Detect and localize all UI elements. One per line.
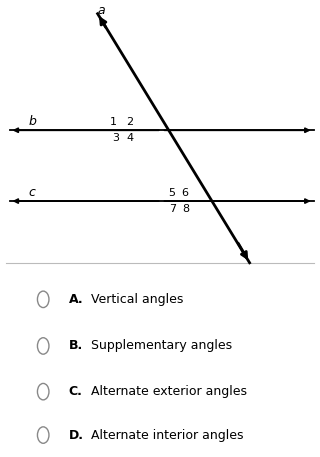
Text: 1: 1 xyxy=(110,117,117,128)
Text: Alternate interior angles: Alternate interior angles xyxy=(91,429,244,441)
Text: 4: 4 xyxy=(126,133,133,143)
Text: 2: 2 xyxy=(126,117,133,128)
Text: b: b xyxy=(28,115,36,128)
Text: 3: 3 xyxy=(112,133,119,143)
Text: 5: 5 xyxy=(168,188,175,198)
Text: Alternate exterior angles: Alternate exterior angles xyxy=(91,385,247,398)
Text: 8: 8 xyxy=(183,204,190,214)
Text: C.: C. xyxy=(69,385,83,398)
Text: a: a xyxy=(98,4,106,17)
Text: A.: A. xyxy=(69,293,84,306)
Text: Vertical angles: Vertical angles xyxy=(91,293,184,306)
Text: Supplementary angles: Supplementary angles xyxy=(91,340,232,352)
Text: 7: 7 xyxy=(169,204,176,214)
Text: B.: B. xyxy=(69,340,83,352)
Text: 6: 6 xyxy=(181,188,188,198)
Text: c: c xyxy=(28,186,36,199)
Text: D.: D. xyxy=(69,429,84,441)
